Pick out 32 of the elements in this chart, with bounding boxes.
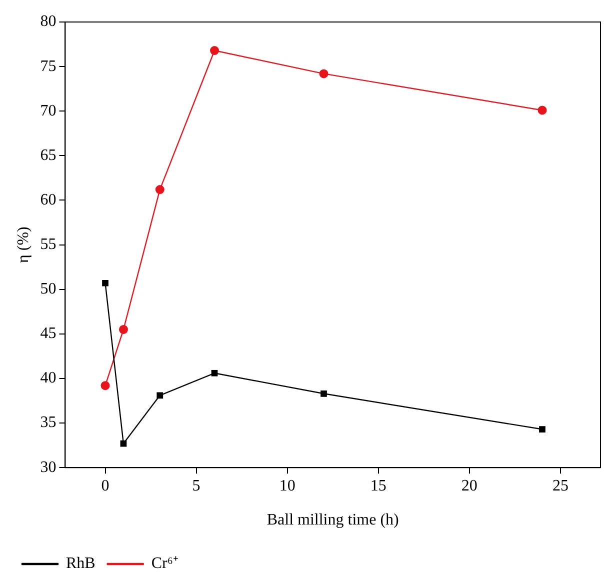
point	[155, 185, 164, 194]
x-tick-label: 20	[461, 477, 478, 494]
y-axis-title: η (%)	[14, 226, 32, 263]
y-tick-label: 55	[40, 236, 56, 254]
point	[156, 392, 164, 399]
point	[102, 280, 108, 286]
x-tick-label: 10	[279, 477, 296, 494]
y-tick-label: 30	[40, 458, 56, 476]
y-tick-label: 45	[40, 325, 56, 342]
y-tick-label: 70	[40, 102, 56, 120]
y-tick-label: 60	[40, 191, 56, 208]
x-axis-title: Ball milling time (h)	[266, 512, 399, 529]
x-tick-label: 25	[552, 477, 568, 494]
point	[118, 324, 128, 334]
y-tick-label: 75	[40, 58, 56, 75]
x-tick-label: 5	[192, 477, 200, 494]
point	[320, 390, 327, 397]
x-tick-label: 15	[370, 477, 386, 494]
x-tick-label: 0	[101, 477, 110, 494]
y-tick-label: 35	[40, 414, 56, 432]
point	[211, 370, 218, 376]
y-tick-label: 40	[40, 370, 56, 387]
point	[319, 69, 328, 78]
y-tick-label: 50	[40, 280, 56, 298]
legend-label: RhB	[66, 555, 96, 572]
legend-label: Cr⁶⁺	[151, 555, 178, 572]
y-tick-label: 65	[40, 146, 56, 164]
point	[539, 426, 546, 432]
point	[100, 381, 110, 390]
point	[538, 106, 547, 115]
y-tick-label: 80	[40, 13, 56, 30]
point	[210, 46, 219, 56]
